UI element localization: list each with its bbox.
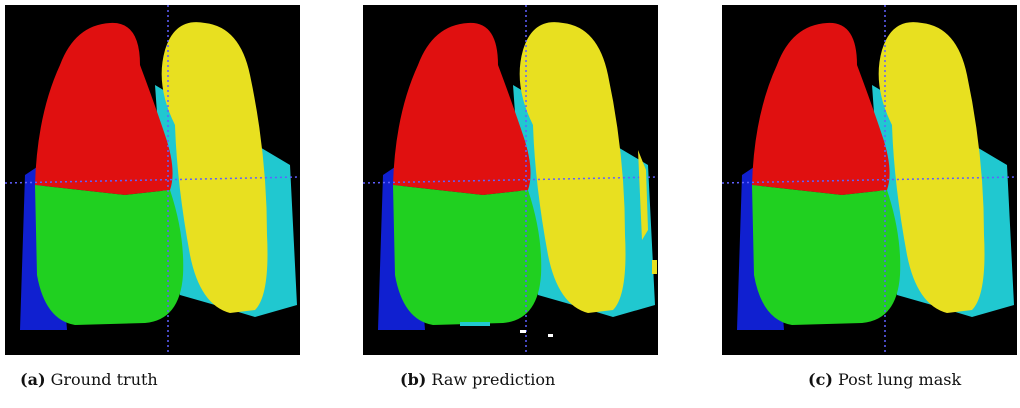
caption-text: Ground truth xyxy=(51,370,158,389)
caption-c: (c) Post lung mask xyxy=(808,370,961,389)
caption-b: (b) Raw prediction xyxy=(400,370,555,389)
figure: (a) Ground truth (b) Raw prediction (c) … xyxy=(0,0,1020,404)
caption-text: Post lung mask xyxy=(838,370,961,389)
panel-c xyxy=(722,5,1017,355)
panel-b xyxy=(363,5,658,355)
caption-text: Raw prediction xyxy=(431,370,555,389)
caption-a: (a) Ground truth xyxy=(20,370,158,389)
caption-label: (c) xyxy=(808,370,833,389)
caption-label: (a) xyxy=(20,370,46,389)
caption-label: (b) xyxy=(400,370,426,389)
panel-a xyxy=(5,5,300,355)
